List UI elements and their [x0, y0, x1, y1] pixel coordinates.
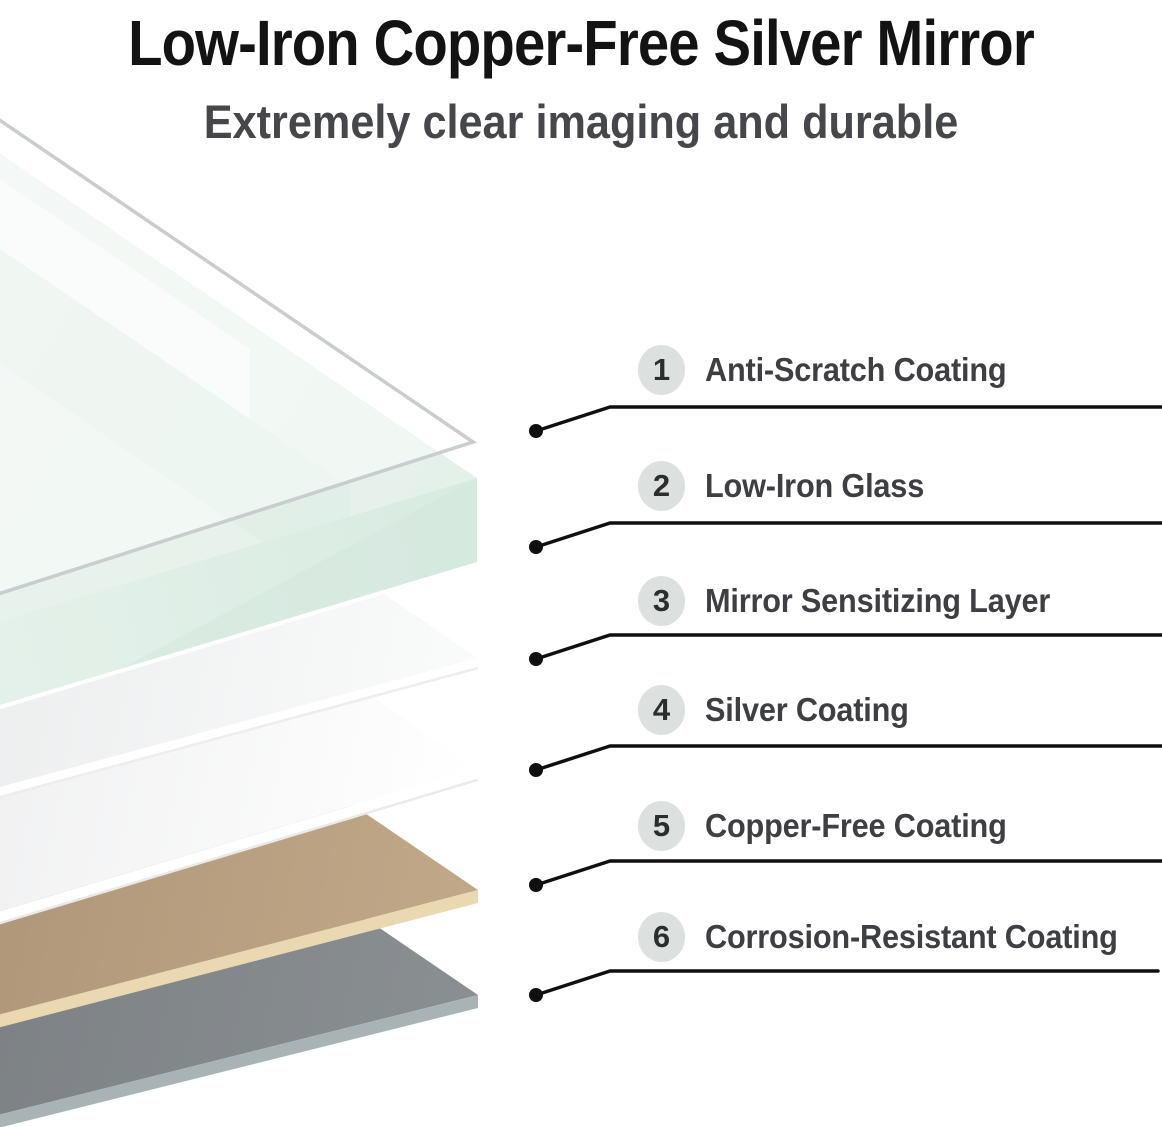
callout-anti-scratch: 1 Anti-Scratch Coating — [638, 344, 1029, 396]
callout-label: Low-Iron Glass — [705, 467, 925, 504]
header: Low-Iron Copper-Free Silver Mirror Extre… — [0, 0, 1162, 149]
callout-number-badge: 1 — [638, 345, 685, 395]
callout-number-badge: 4 — [638, 685, 685, 735]
callout-corrosion-resistant-coating: 6 Corrosion-Resistant Coating — [638, 911, 1149, 963]
page-subtitle: Extremely clear imaging and durable — [203, 95, 959, 148]
layer-low-iron-glass-graphic — [0, 153, 478, 710]
callout-copper-free-coating: 5 Copper-Free Coating — [638, 800, 1029, 852]
callout-low-iron-glass: 2 Low-Iron Glass — [638, 460, 941, 512]
callout-silver-coating: 4 Silver Coating — [638, 684, 924, 736]
page-title: Low-Iron Copper-Free Silver Mirror — [128, 7, 1035, 79]
leader-line-1 — [534, 405, 1162, 433]
leader-dot-4 — [529, 763, 543, 777]
leader-line-6 — [534, 969, 1160, 997]
leader-dot-1 — [529, 424, 543, 438]
callout-label: Silver Coating — [705, 691, 909, 728]
layer-anti-scratch-graphic — [0, 118, 477, 596]
callout-sensitizing-layer: 3 Mirror Sensitizing Layer — [638, 575, 1076, 627]
leader-line-4 — [534, 744, 1162, 772]
callout-number-badge: 2 — [638, 461, 685, 511]
callout-label: Anti-Scratch Coating — [705, 351, 1007, 388]
leader-line-2 — [534, 521, 1162, 549]
callout-number-badge: 6 — [638, 912, 685, 962]
leader-dot-2 — [529, 540, 543, 554]
leader-line-3 — [534, 633, 1162, 661]
callout-number-badge: 3 — [638, 576, 685, 626]
callout-number-badge: 5 — [638, 801, 685, 851]
leader-dot-3 — [529, 652, 543, 666]
leader-dot-6 — [529, 988, 543, 1002]
leader-line-5 — [534, 859, 1162, 887]
callout-label: Mirror Sensitizing Layer — [705, 582, 1051, 619]
callout-label: Corrosion-Resistant Coating — [705, 918, 1118, 955]
leader-dot-5 — [529, 878, 543, 892]
callout-label: Copper-Free Coating — [705, 807, 1007, 844]
